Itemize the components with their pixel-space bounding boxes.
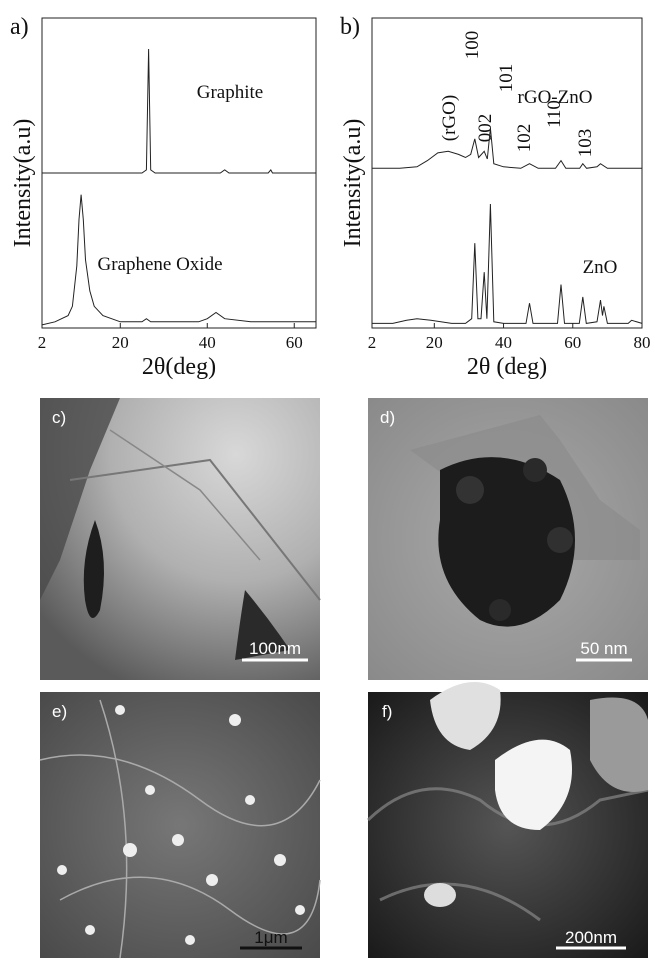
panel-label: f)	[382, 702, 392, 721]
series-line	[372, 128, 642, 168]
panel-label: b)	[340, 14, 360, 40]
series-label: Graphene Oxide	[97, 254, 222, 275]
peak-label: 002	[475, 114, 496, 143]
sem-image-e	[40, 692, 320, 958]
scale-bar-label: 1μm	[254, 928, 287, 947]
x-tick-label: 40	[199, 333, 216, 352]
figure: c) 100nm d) 50 nm e) 1μm f) 200nm 2 20 40 6…	[0, 0, 655, 969]
sem-image-f	[368, 682, 648, 958]
x-tick-label: 40	[495, 333, 512, 352]
x-axis-label: 2θ(deg)	[142, 354, 216, 380]
series-label: ZnO	[583, 257, 618, 278]
peak-label: 101	[496, 64, 517, 93]
x-tick-label: 60	[564, 333, 581, 352]
scale-bar-label: 100nm	[249, 639, 301, 658]
x-tick-label: 60	[286, 333, 303, 352]
x-axis-label: 2θ (deg)	[467, 354, 547, 380]
tem-image-d	[368, 398, 648, 680]
panel-label: a)	[10, 14, 29, 40]
peak-label: 102	[514, 124, 535, 153]
panel-label: d)	[380, 408, 395, 427]
series-label: rGO-ZnO	[518, 87, 593, 108]
series-line	[42, 49, 316, 173]
x-tick-label: 80	[634, 333, 651, 352]
x-tick-label: 20	[112, 333, 129, 352]
tem-image-c	[40, 398, 320, 680]
panel-label: c)	[52, 408, 66, 427]
peak-label: 100	[462, 31, 483, 60]
scale-bar-label: 50 nm	[580, 639, 627, 658]
x-tick-label: 2	[38, 333, 47, 352]
panel-label: e)	[52, 702, 67, 721]
peak-label: (rGO)	[439, 95, 460, 141]
scale-bar-label: 200nm	[565, 928, 617, 947]
series-label: Graphite	[197, 82, 263, 103]
x-tick-label: 20	[426, 333, 443, 352]
y-axis-label: Intensity(a.u)	[10, 119, 36, 248]
peak-label: 103	[575, 129, 596, 158]
x-tick-label: 2	[368, 333, 377, 352]
y-axis-label: Intensity(a.u)	[340, 119, 366, 248]
